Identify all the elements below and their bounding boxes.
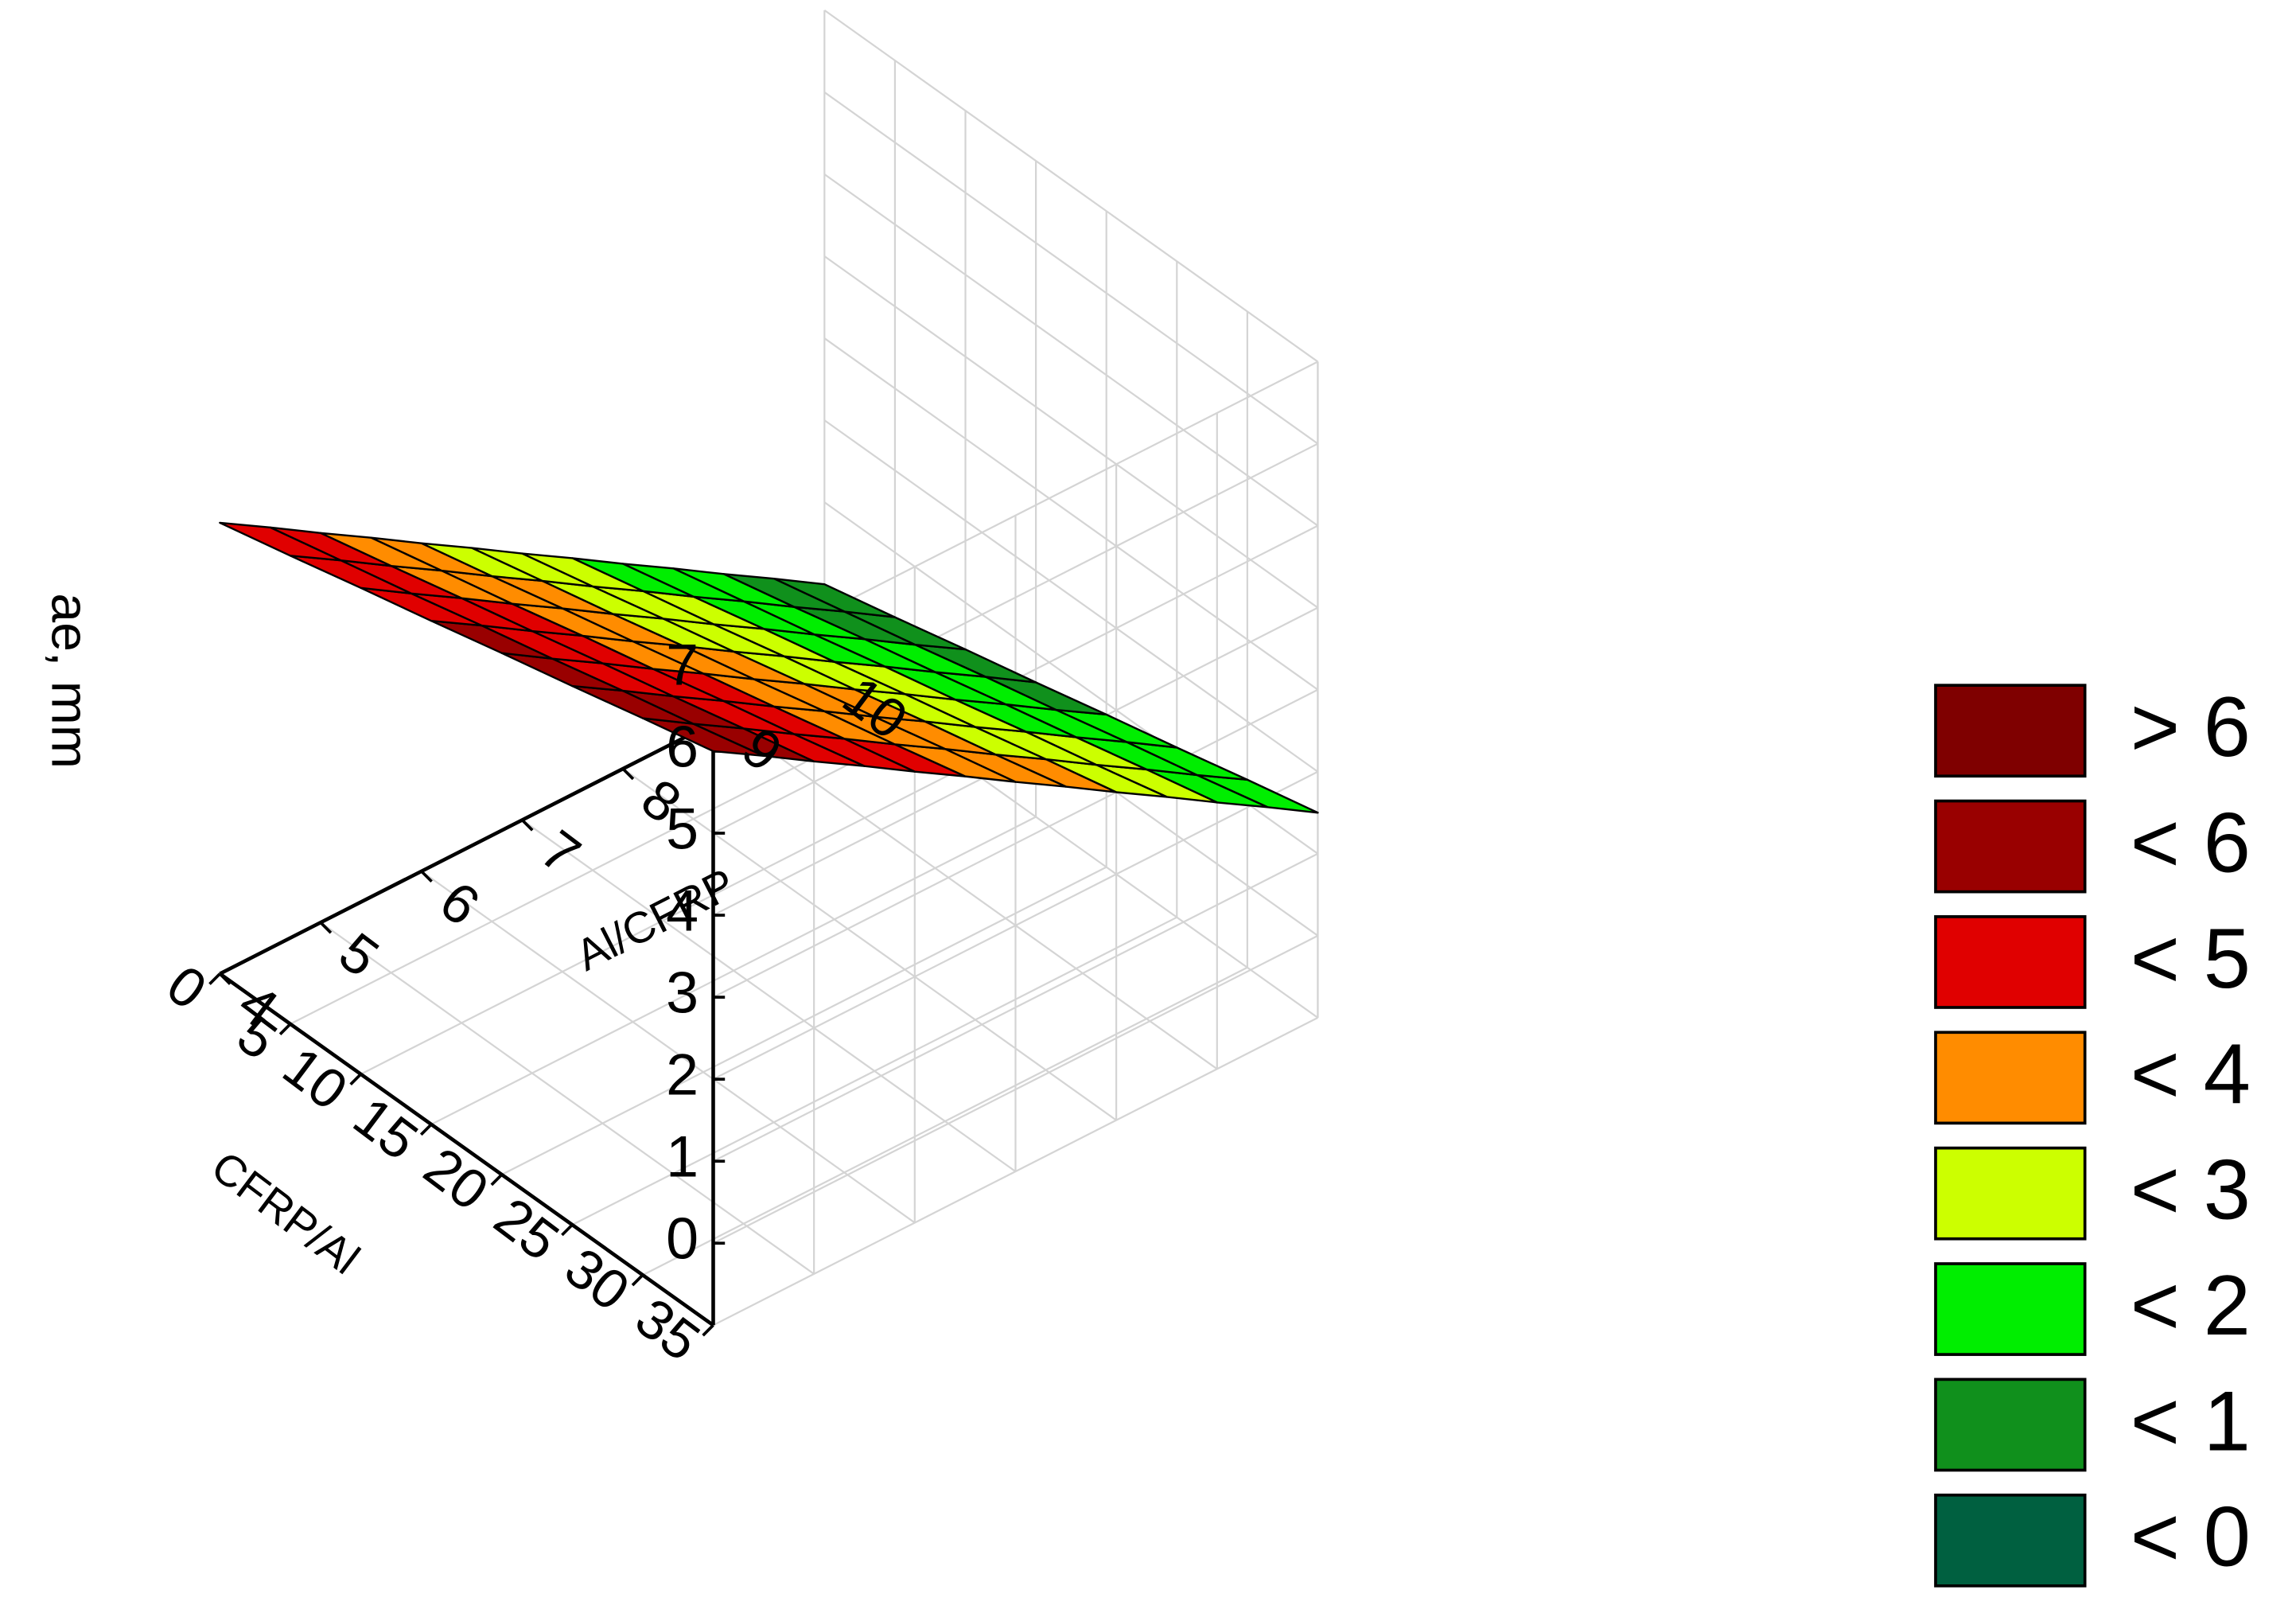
- grid-line: [290, 715, 896, 1025]
- legend-label: < 4: [2131, 1026, 2251, 1121]
- grid-line: [823, 337, 1319, 691]
- grid-line: [320, 922, 815, 1275]
- grid-line: [712, 770, 1318, 1081]
- z-axis-label: ae, mm: [41, 593, 99, 769]
- legend-swatch: [1934, 1377, 2087, 1472]
- legend-swatch: [1934, 1262, 2087, 1356]
- grid-line: [622, 768, 1117, 1121]
- grid-line: [642, 966, 1248, 1276]
- z-tick-label: 5: [666, 795, 699, 861]
- grid-line: [712, 1016, 1318, 1327]
- tick-mark: [561, 1223, 574, 1237]
- grid-line: [823, 9, 1319, 363]
- surface-cell: [219, 521, 342, 562]
- grid: [219, 9, 1319, 1327]
- z-tick-label: 6: [666, 713, 699, 779]
- legend: > 6 < 6 < 5 < 4 < 3 < 2 < 1 < 0: [1934, 679, 2251, 1588]
- y-tick-label: 35: [625, 1286, 711, 1373]
- x-axis-label: Al/CFRP: [568, 859, 742, 980]
- y-tick-label: 25: [484, 1186, 570, 1272]
- grid-line: [360, 766, 967, 1075]
- legend-label: < 5: [2131, 910, 2251, 1006]
- z-tick-label: 0: [666, 1206, 699, 1272]
- tick-mark: [490, 1173, 504, 1187]
- legend-label: < 0: [2131, 1489, 2251, 1584]
- grid-line: [712, 934, 1318, 1245]
- tick-mark: [621, 767, 635, 781]
- legend-swatch: [1934, 1146, 2087, 1241]
- tick-mark: [521, 819, 534, 832]
- tick-mark: [278, 1023, 292, 1035]
- grid-line: [712, 688, 1318, 999]
- grid-line: [421, 870, 916, 1224]
- grid-line: [521, 819, 1017, 1172]
- grid-line: [823, 92, 1319, 445]
- legend-swatch: [1934, 684, 2087, 778]
- legend-swatch: [1934, 799, 2087, 894]
- tick-mark: [319, 921, 333, 934]
- y-tick-label: 15: [342, 1085, 429, 1172]
- grid-line: [430, 816, 1037, 1125]
- z-tick-label: 2: [666, 1042, 699, 1108]
- legend-swatch: [1934, 1031, 2087, 1125]
- grid-line: [571, 916, 1177, 1226]
- tick-mark: [419, 1123, 433, 1136]
- z-tick-label: 7: [666, 631, 699, 697]
- z-tick-label: 1: [666, 1124, 699, 1190]
- y-tick-label: 0: [156, 953, 218, 1022]
- legend-label: < 1: [2131, 1373, 2251, 1468]
- legend-label: > 6: [2131, 679, 2251, 774]
- legend-label: < 2: [2131, 1257, 2251, 1353]
- axes: [208, 664, 836, 1337]
- y-tick-label: 20: [413, 1136, 500, 1222]
- tick-mark: [420, 870, 433, 883]
- legend-swatch: [1934, 1493, 2087, 1588]
- tick-mark: [349, 1073, 362, 1086]
- legend-label: < 6: [2131, 794, 2251, 890]
- grid-line: [823, 419, 1319, 773]
- legend-label: < 3: [2131, 1142, 2251, 1237]
- grid-line: [823, 173, 1319, 527]
- y-tick-label: 30: [554, 1236, 640, 1323]
- y-tick-label: 10: [272, 1035, 359, 1122]
- tick-mark: [219, 972, 232, 985]
- z-tick-label: 3: [666, 960, 699, 1026]
- surface: [219, 521, 1319, 814]
- y-axis-label: CFRP/Al: [203, 1141, 369, 1284]
- grid-line: [501, 866, 1107, 1176]
- tick-mark: [702, 1323, 714, 1337]
- y-axis: [219, 972, 714, 1327]
- tick-mark: [631, 1273, 644, 1287]
- grid-line: [723, 716, 1218, 1070]
- tick-mark: [208, 972, 221, 985]
- legend-swatch: [1934, 915, 2087, 1009]
- grid-line: [823, 255, 1319, 609]
- z-tick-label: 4: [666, 878, 699, 944]
- grid-line: [712, 852, 1318, 1163]
